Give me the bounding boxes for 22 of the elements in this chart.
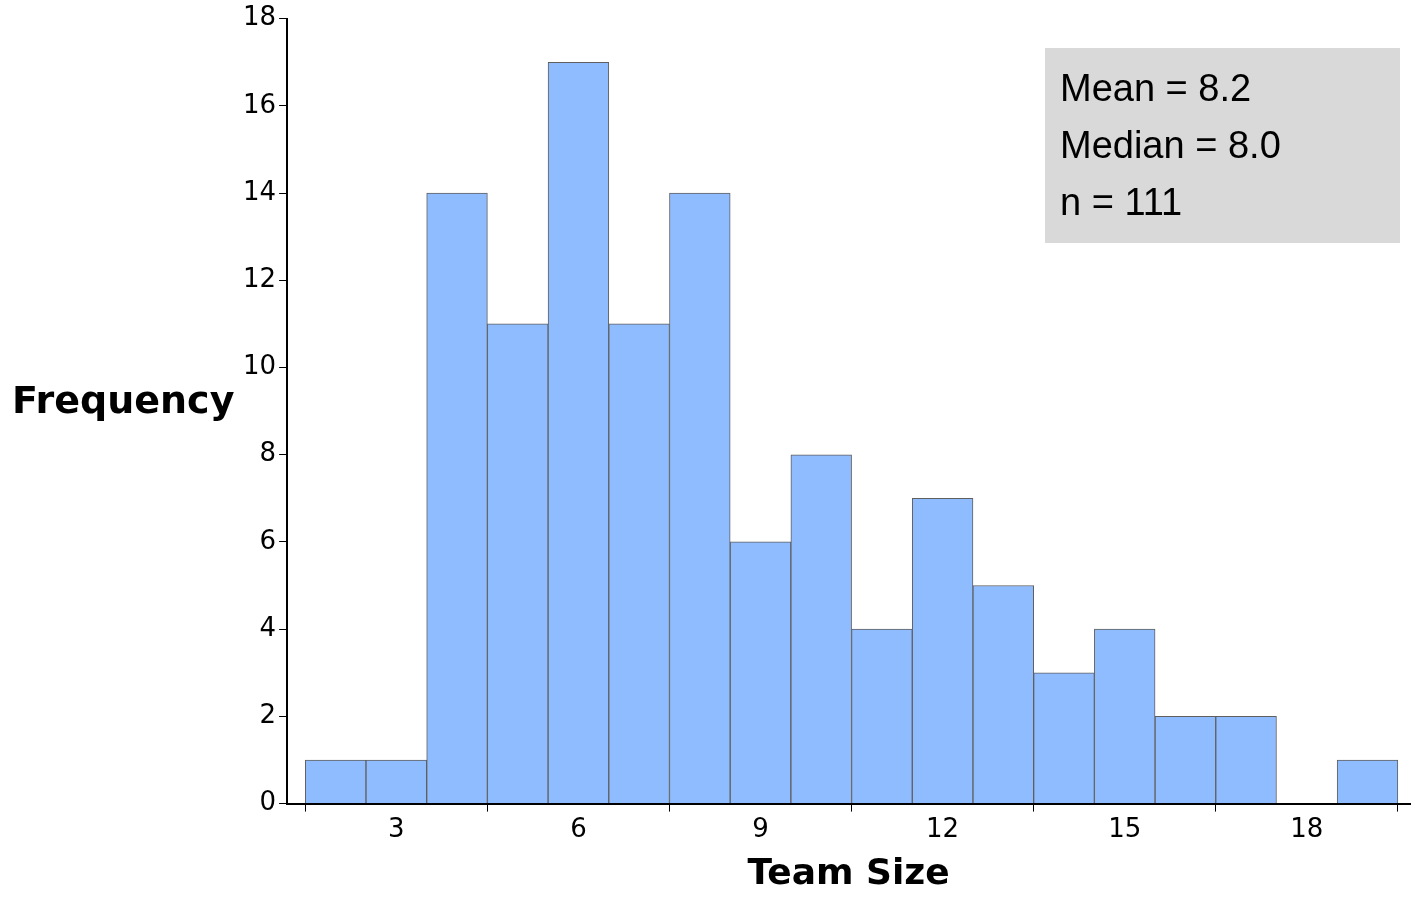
y-tick-label: 12	[242, 263, 277, 294]
x-tick-label: 12	[926, 812, 960, 843]
y-tick-label: 8	[259, 437, 277, 468]
x-tick-label: 18	[1290, 812, 1324, 843]
note-box: Mean = 8.2 Median = 8.0 n = 111	[1045, 48, 1400, 243]
y-tick-label: 0	[259, 786, 277, 817]
x-tick-label: 15	[1108, 812, 1142, 843]
y-tick-label: 4	[259, 611, 277, 642]
y-tick-label: 18	[242, 1, 277, 32]
annotation: n = 111	[1060, 180, 1184, 225]
y-tick-label: 14	[242, 175, 277, 206]
annotation: Median = 8.0	[1060, 123, 1282, 168]
y-tick-label: 6	[259, 524, 277, 555]
x-axis-title: Team Size	[747, 850, 950, 892]
x-tick-label: 6	[570, 812, 587, 843]
y-tick-label: 10	[242, 350, 277, 381]
x-tick-label: 9	[752, 812, 769, 843]
y-axis-title: Frequency	[12, 378, 235, 422]
x-tick-label: 3	[388, 812, 405, 843]
annotation: Mean = 8.2	[1060, 66, 1253, 111]
y-tick-label: 2	[259, 699, 277, 730]
y-tick-label: 16	[242, 88, 277, 119]
